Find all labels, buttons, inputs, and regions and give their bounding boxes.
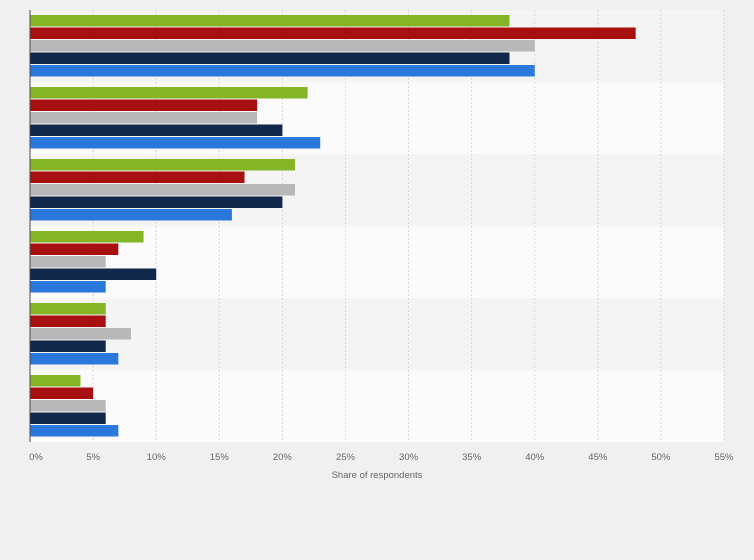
group-band (30, 226, 724, 298)
bar (30, 184, 295, 196)
group-band (30, 370, 724, 442)
bar (30, 328, 131, 340)
bar (30, 315, 106, 327)
group-band (30, 298, 724, 370)
x-tick-label: 30% (399, 452, 419, 463)
x-tick-label: 0% (29, 452, 43, 463)
bar (30, 281, 106, 293)
bar (30, 196, 283, 208)
bar (30, 209, 232, 221)
bar (30, 340, 106, 352)
bar (30, 112, 258, 124)
x-tick-label: 10% (147, 452, 167, 463)
x-tick-label: 5% (86, 452, 100, 463)
bar (30, 159, 295, 171)
x-tick-label: 20% (273, 452, 293, 463)
bar (30, 99, 258, 111)
bar (30, 124, 283, 136)
x-tick-label: 25% (336, 452, 356, 463)
bar (30, 87, 308, 99)
bar (30, 412, 106, 424)
gridlines (92, 10, 725, 442)
x-tick-label: 45% (588, 452, 608, 463)
x-tick-labels: 0% 5% 10% 15% 20% 25% 30% 35% 40% 45% 50% 55% (29, 452, 734, 463)
bar (30, 425, 119, 437)
bar (30, 268, 157, 280)
bar (30, 137, 321, 149)
x-tick-label: 40% (525, 452, 545, 463)
bar (30, 27, 636, 39)
x-tick-label: 15% (210, 452, 230, 463)
x-tick-label: 50% (651, 452, 671, 463)
bar (30, 387, 94, 399)
bar (30, 303, 106, 315)
bar (30, 400, 106, 412)
bar (30, 353, 119, 365)
bars (30, 15, 636, 437)
bar (30, 171, 245, 183)
bar (30, 65, 535, 77)
bar (30, 243, 119, 255)
bar (30, 40, 535, 52)
x-tick-label: 55% (714, 452, 734, 463)
x-axis-label: Share of respondents (332, 470, 423, 481)
x-tick-label: 35% (462, 452, 482, 463)
bar (30, 15, 510, 27)
bar (30, 231, 144, 243)
bar (30, 256, 106, 268)
group-bands (30, 10, 724, 442)
bar (30, 375, 81, 387)
bar (30, 52, 510, 64)
